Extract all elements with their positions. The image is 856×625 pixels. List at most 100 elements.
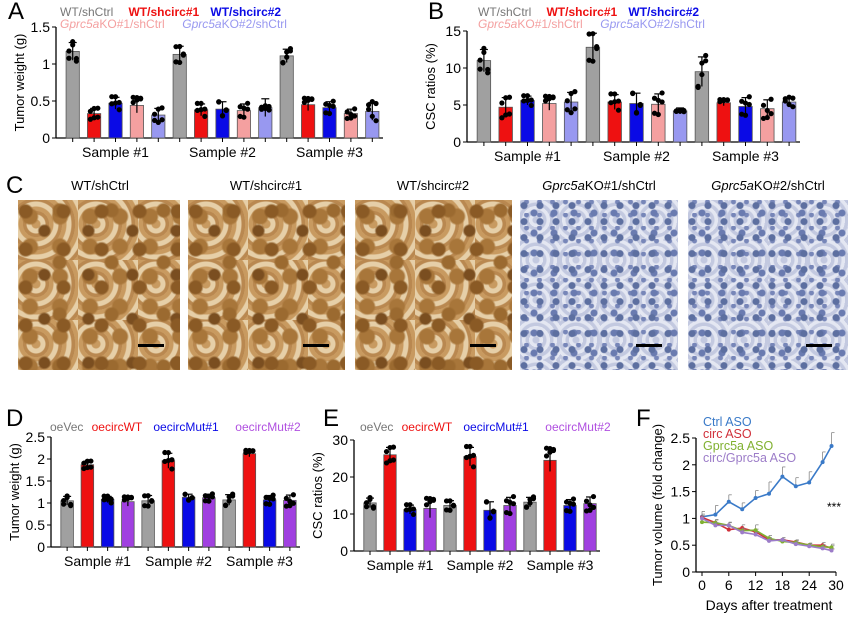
legend-oecircmut-2: oecircMut#2 [545, 420, 611, 434]
y-tick-label: 0 [340, 543, 348, 559]
data-point [365, 106, 372, 112]
data-point [108, 500, 114, 506]
data-point [66, 55, 72, 61]
data-point [829, 545, 834, 550]
data-point [699, 71, 705, 78]
category-label: Sample #2 [603, 148, 670, 164]
data-point [726, 523, 731, 528]
data-point [499, 115, 505, 121]
scale-bar [636, 344, 662, 347]
data-point [330, 98, 336, 104]
legend-oecircmut-2: oecircMut#2 [235, 420, 301, 434]
data-point [88, 464, 94, 470]
data-point [768, 96, 774, 102]
data-point [189, 495, 195, 501]
bar [161, 460, 176, 548]
data-point [101, 497, 107, 503]
data-point [695, 83, 701, 89]
data-point [169, 466, 175, 472]
data-point [829, 548, 834, 553]
gene-name: Gprc5a [711, 178, 754, 193]
data-point [173, 44, 179, 50]
data-point [724, 97, 731, 103]
data-point [87, 108, 93, 114]
data-point [410, 511, 417, 518]
significance-annotation: *** [827, 500, 841, 514]
panel-label-f: F [636, 405, 651, 432]
data-point [521, 98, 527, 104]
y-tick-label: 10 [445, 60, 461, 76]
y-tick-label: 10 [332, 506, 348, 522]
data-point [258, 106, 265, 112]
data-point [681, 109, 687, 115]
y-tick-label: 2.5 [671, 430, 691, 446]
data-point [116, 99, 122, 106]
data-point [767, 538, 771, 543]
data-point [202, 113, 208, 119]
data-point [138, 96, 144, 102]
chart-b: 0 5 10 15 CSC ratios (%) Sample #1 Sample #2 Sa… [423, 5, 800, 164]
data-point [564, 98, 570, 104]
category-label: Sample #1 [64, 553, 131, 569]
data-point [572, 106, 578, 112]
data-point [470, 452, 477, 459]
bar [279, 55, 294, 139]
data-point [116, 107, 122, 113]
bar [672, 110, 688, 143]
data-point [365, 102, 372, 108]
legend-oecircwt: oecircWT [92, 420, 143, 434]
bar [100, 499, 115, 548]
category-label: Sample #3 [226, 553, 293, 569]
y-tick-label: 1.5 [26, 473, 46, 489]
ihc-title-1: WT/shCtrl [71, 178, 129, 193]
data-point [180, 52, 187, 58]
data-point [87, 116, 93, 122]
data-point [105, 493, 111, 499]
y-tick-label: 0.5 [671, 537, 691, 553]
data-point [542, 93, 549, 99]
y-tick-label: 2 [37, 451, 45, 467]
legend-oevec: oeVec [50, 420, 83, 434]
y-axis-label: Tumor weight (g) [7, 443, 22, 541]
chart-d: 0 0.5 1 1.5 2 2.5 Tumor weight (g) Sample #1 Sam… [7, 420, 301, 569]
bar [65, 51, 80, 139]
legend-gprc5a-aso: Gprc5a ASO [703, 439, 773, 453]
y-tick-label: 30 [332, 432, 348, 448]
data-point [768, 111, 774, 117]
data-point [717, 96, 723, 103]
data-point [363, 504, 370, 510]
data-point [284, 54, 290, 60]
chart-e: 0 10 20 30 CSC ratios (%) Sample #1 Sample #2 S… [310, 420, 611, 573]
data-point [659, 99, 665, 105]
y-tick-label: 1 [682, 510, 690, 526]
scale-bar [806, 344, 832, 347]
data-point [130, 94, 136, 100]
data-point [270, 492, 276, 498]
legend-gprc5ako-2-shctrl: Gprc5aKO#2/shCtrl [182, 17, 287, 31]
y-tick-label: 1.5 [671, 484, 691, 500]
x-axis-label: Days after treatment [706, 597, 833, 613]
condition: KO#1/shCtrl [584, 178, 656, 193]
x-tick-label: 12 [748, 577, 764, 593]
data-point [95, 105, 101, 111]
data-point [230, 491, 236, 497]
panel-label-a: A [8, 0, 25, 25]
ihc-image-wt-shctrl [18, 200, 180, 370]
data-point [109, 94, 115, 100]
data-point [564, 107, 570, 113]
data-point [162, 458, 168, 465]
data-point [594, 45, 600, 52]
data-point [430, 497, 437, 503]
x-tick-label: 30 [828, 577, 844, 593]
data-point [223, 502, 229, 508]
ihc-title-3: WT/shcirc#2 [396, 178, 470, 193]
category-label: Sample #1 [367, 557, 434, 573]
data-point [70, 42, 76, 48]
data-point [590, 504, 597, 510]
data-point [499, 100, 505, 106]
data-point [369, 113, 375, 119]
data-point [481, 45, 487, 51]
category-label: Sample #2 [447, 557, 514, 573]
data-point [483, 499, 490, 505]
